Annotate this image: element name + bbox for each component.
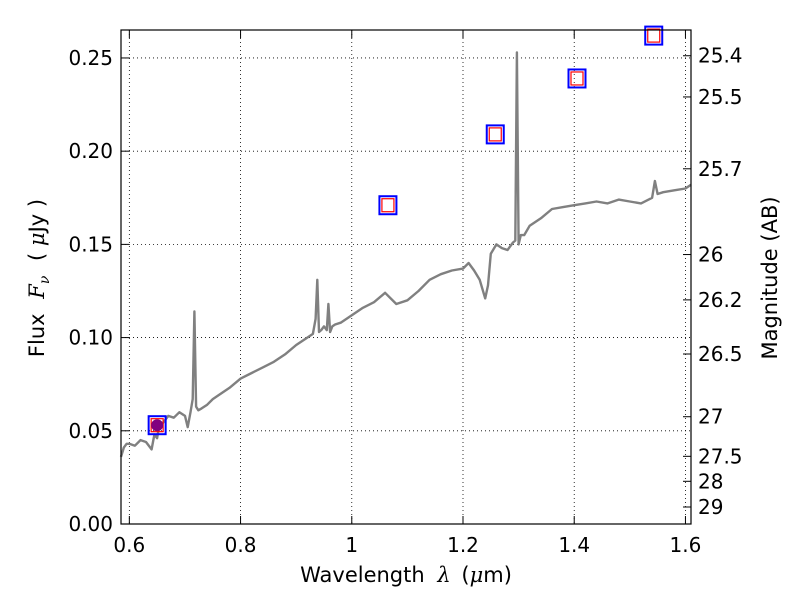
magnitude-tick-label: 27 (698, 405, 723, 429)
magnitude-tick-label: 25.5 (698, 85, 743, 109)
axis-ticks: 0.6 0.8 1 1.2 1.4 1.6 0.00 0.05 0.10 0.15 0.20 0.25… (68, 30, 743, 557)
photometry-point (485, 124, 505, 145)
y-tick-label: 0.20 (68, 139, 113, 163)
y-axis-symbol: F (25, 283, 49, 300)
photometry-point-inner (570, 71, 584, 86)
x-tick-label: 0.8 (225, 533, 257, 557)
x-axis-unit-mu: μ (470, 563, 484, 587)
photometry-point-inner (488, 127, 502, 142)
x-tick-label: 1.2 (447, 533, 479, 557)
photometry-points (147, 25, 664, 436)
y-tick-label: 0.05 (68, 419, 113, 443)
photometry-point-inner (647, 28, 661, 43)
y-tick-label: 0.25 (68, 46, 113, 70)
x-tick-label: 1.4 (558, 533, 590, 557)
magnitude-tick-label: 28 (698, 469, 723, 493)
photometry-point (567, 68, 587, 89)
x-axis-label-text: Wavelength (300, 563, 425, 587)
magnitude-tick-label: 25.7 (698, 157, 743, 181)
y2-axis-label: Magnitude (AB) (758, 196, 782, 359)
y-axis-unit-mu: μ (25, 232, 49, 246)
plot-frame (120, 29, 692, 525)
y-axis-unit-rest: Jy ) (25, 199, 49, 235)
magnitude-tick-label: 26 (698, 243, 723, 267)
y-axis-label-text: Flux (25, 313, 49, 357)
magnitude-tick-label: 25.4 (698, 44, 743, 68)
magnitude-tick-label: 27.5 (698, 444, 743, 468)
photometry-point (147, 415, 167, 436)
y-tick-label: 0.00 (68, 512, 113, 536)
photometry-point (644, 25, 664, 46)
photometry-point (378, 195, 398, 216)
y-axis-unit-open: ( (25, 253, 49, 261)
photometry-point-inner (381, 198, 395, 213)
model-point (151, 419, 164, 432)
x-axis-label: Wavelength λ (μm) (300, 563, 512, 587)
magnitude-tick-label: 29 (698, 495, 723, 519)
x-tick-label: 1.6 (670, 533, 702, 557)
y-tick-label: 0.15 (68, 232, 113, 256)
magnitude-tick-label: 26.2 (698, 288, 743, 312)
y-tick-label: 0.10 (68, 326, 113, 350)
x-axis-symbol: λ (436, 563, 450, 587)
x-axis-unit-rest: m) (483, 563, 512, 587)
y-axis-subscript: ν (37, 275, 53, 284)
y-axis-label: Flux Fν ( μJy ) (25, 199, 54, 357)
x-axis-unit-open: ( (461, 563, 469, 587)
spectrum-series (119, 51, 692, 458)
x-tick-label: 1 (345, 533, 358, 557)
grid (121, 30, 691, 525)
x-tick-label: 0.6 (113, 533, 145, 557)
magnitude-tick-label: 26.5 (698, 342, 743, 366)
spectrum-line (119, 51, 692, 458)
